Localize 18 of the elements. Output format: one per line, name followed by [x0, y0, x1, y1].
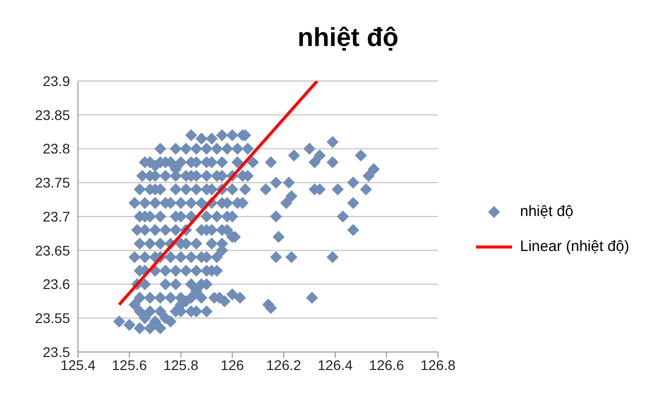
- x-tick-label: 126.2: [266, 356, 302, 373]
- x-tick-label: 126.4: [318, 356, 353, 373]
- x-tick-label: 126.8: [420, 356, 456, 373]
- y-tick-label: 23.75: [34, 174, 70, 191]
- x-tick-label: 125.6: [112, 356, 148, 373]
- y-tick-label: 23.65: [34, 242, 70, 258]
- y-tick-label: 23.6: [42, 276, 70, 292]
- y-tick-label: 23.8: [42, 140, 70, 157]
- y-tick-label: 23.85: [34, 106, 70, 123]
- y-tick-label: 23.55: [34, 310, 70, 326]
- chart-title: nhiệt độ: [296, 22, 400, 53]
- y-tick-label: 23.9: [42, 72, 70, 89]
- x-tick-label: 125.8: [163, 356, 199, 373]
- legend-label: Linear (nhiệt độ): [520, 238, 630, 255]
- x-tick-label: 126.6: [369, 356, 404, 373]
- x-tick-label: 126: [220, 356, 244, 373]
- legend-label: nhiệt độ: [520, 203, 574, 220]
- y-tick-label: 23.7: [42, 208, 70, 224]
